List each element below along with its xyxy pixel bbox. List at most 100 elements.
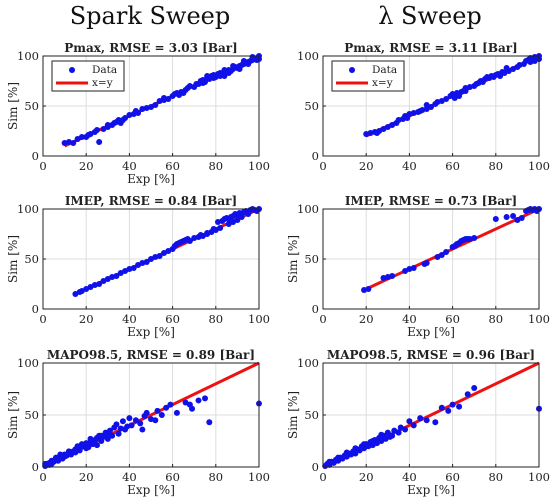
data-point — [451, 95, 458, 101]
data-point — [510, 213, 517, 219]
data-point — [122, 115, 129, 121]
data-point — [434, 99, 441, 105]
y-tick-label: 50 — [24, 252, 39, 266]
data-point — [173, 409, 180, 416]
data-point — [245, 61, 252, 67]
data-point — [503, 65, 510, 71]
data-point — [94, 127, 100, 133]
data-point — [423, 102, 430, 108]
y-tick-label: 100 — [17, 49, 39, 63]
data-point — [70, 140, 77, 146]
y-axis-label: Sim [%] — [6, 235, 20, 283]
x-tick-label: 100 — [528, 470, 550, 484]
data-point — [438, 252, 445, 258]
x-tick-label: 100 — [248, 312, 270, 326]
x-tick-label: 60 — [445, 159, 460, 173]
data-point — [204, 73, 211, 79]
data-point — [137, 420, 144, 427]
data-point — [369, 438, 376, 444]
data-point — [139, 426, 146, 433]
data-point — [115, 430, 122, 437]
x-tick-label: 0 — [319, 470, 326, 484]
data-point — [111, 120, 118, 126]
x-tick-label: 100 — [248, 470, 270, 484]
data-point — [464, 391, 471, 398]
data-point — [423, 417, 430, 424]
data-point — [253, 57, 260, 63]
data-point — [503, 214, 510, 220]
x-tick-label: 0 — [39, 159, 46, 173]
data-point — [389, 273, 396, 279]
x-axis-label: Exp [%] — [127, 483, 175, 497]
chart-panel-3: 0 20 40 60 80 100 0 50 100 IMEP, RMSE = 0.84 [Bar… — [6, 194, 270, 339]
legend-label-line: x=y — [372, 77, 393, 89]
x-tick-label: 20 — [79, 312, 94, 326]
data-point — [132, 108, 139, 114]
data-point — [195, 397, 202, 404]
x-tick-label: 20 — [79, 159, 94, 173]
y-tick-label: 100 — [297, 356, 319, 370]
data-point — [113, 421, 120, 428]
chart-panel-4: 0 20 40 60 80 100 0 50 100 IMEP, RMSE = 0.73 [Bar… — [286, 194, 550, 339]
y-axis-label: Sim [%] — [286, 235, 300, 283]
x-tick-label: 40 — [122, 312, 137, 326]
x-tick-label: 100 — [248, 159, 270, 173]
data-point — [230, 63, 237, 69]
legend-box — [331, 60, 405, 92]
data-point — [343, 449, 350, 456]
x-tick-label: 20 — [79, 470, 94, 484]
y-tick-label: 0 — [32, 302, 39, 316]
data-point — [52, 454, 59, 461]
data-point — [210, 75, 217, 81]
data-point — [167, 401, 174, 408]
y-tick-label: 0 — [32, 460, 39, 474]
x-tick-label: 40 — [122, 470, 137, 484]
x-tick-label: 40 — [402, 159, 417, 173]
x-tick-label: 0 — [39, 470, 46, 484]
y-tick-label: 0 — [312, 460, 319, 474]
y-tick-label: 0 — [32, 149, 39, 163]
x-tick-label: 100 — [528, 312, 550, 326]
data-point — [406, 418, 413, 425]
data-point — [154, 407, 161, 414]
data-point — [518, 215, 525, 221]
chart-title: MAPO98.5, RMSE = 0.96 [Bar] — [327, 348, 535, 362]
data-point — [471, 384, 478, 391]
column-title-spark: Spark Sweep — [70, 2, 231, 30]
data-point — [152, 417, 159, 424]
x-tick-label: 80 — [208, 470, 223, 484]
data-point — [85, 444, 92, 451]
data-point — [404, 115, 411, 121]
data-point — [417, 415, 424, 422]
y-axis-label: Sim [%] — [6, 82, 20, 130]
chart-title: Pmax, RMSE = 3.03 [Bar] — [64, 41, 237, 55]
y-tick-label: 50 — [304, 252, 319, 266]
data-point — [128, 422, 135, 429]
data-point — [240, 58, 247, 64]
data-point — [225, 221, 232, 227]
data-point — [238, 214, 245, 220]
data-point — [96, 281, 103, 287]
chart-title: MAPO98.5, RMSE = 0.89 [Bar] — [47, 348, 255, 362]
data-point — [438, 404, 445, 411]
data-point — [117, 120, 124, 126]
data-point — [221, 67, 228, 73]
data-point — [402, 426, 409, 433]
data-point — [326, 458, 333, 465]
data-point — [160, 95, 167, 101]
x-tick-label: 60 — [165, 159, 180, 173]
data-point — [462, 88, 469, 94]
y-tick-label: 50 — [24, 408, 39, 422]
x-tick-label: 0 — [319, 159, 326, 173]
legend-label-data: Data — [372, 64, 397, 76]
chart-panel-1: 0 20 40 60 80 100 0 50 100 Pmax, RMSE = 3.03 [Bar… — [6, 41, 270, 186]
y-tick-label: 100 — [17, 202, 39, 216]
x-tick-label: 40 — [402, 470, 417, 484]
data-point — [443, 249, 450, 255]
data-point — [395, 429, 402, 436]
data-point — [143, 259, 150, 265]
x-tick-label: 20 — [359, 159, 374, 173]
chart-panel-6: 0 20 40 60 80 100 0 50 100 MAPO98.5, RMSE = 0.96 … — [286, 348, 550, 497]
